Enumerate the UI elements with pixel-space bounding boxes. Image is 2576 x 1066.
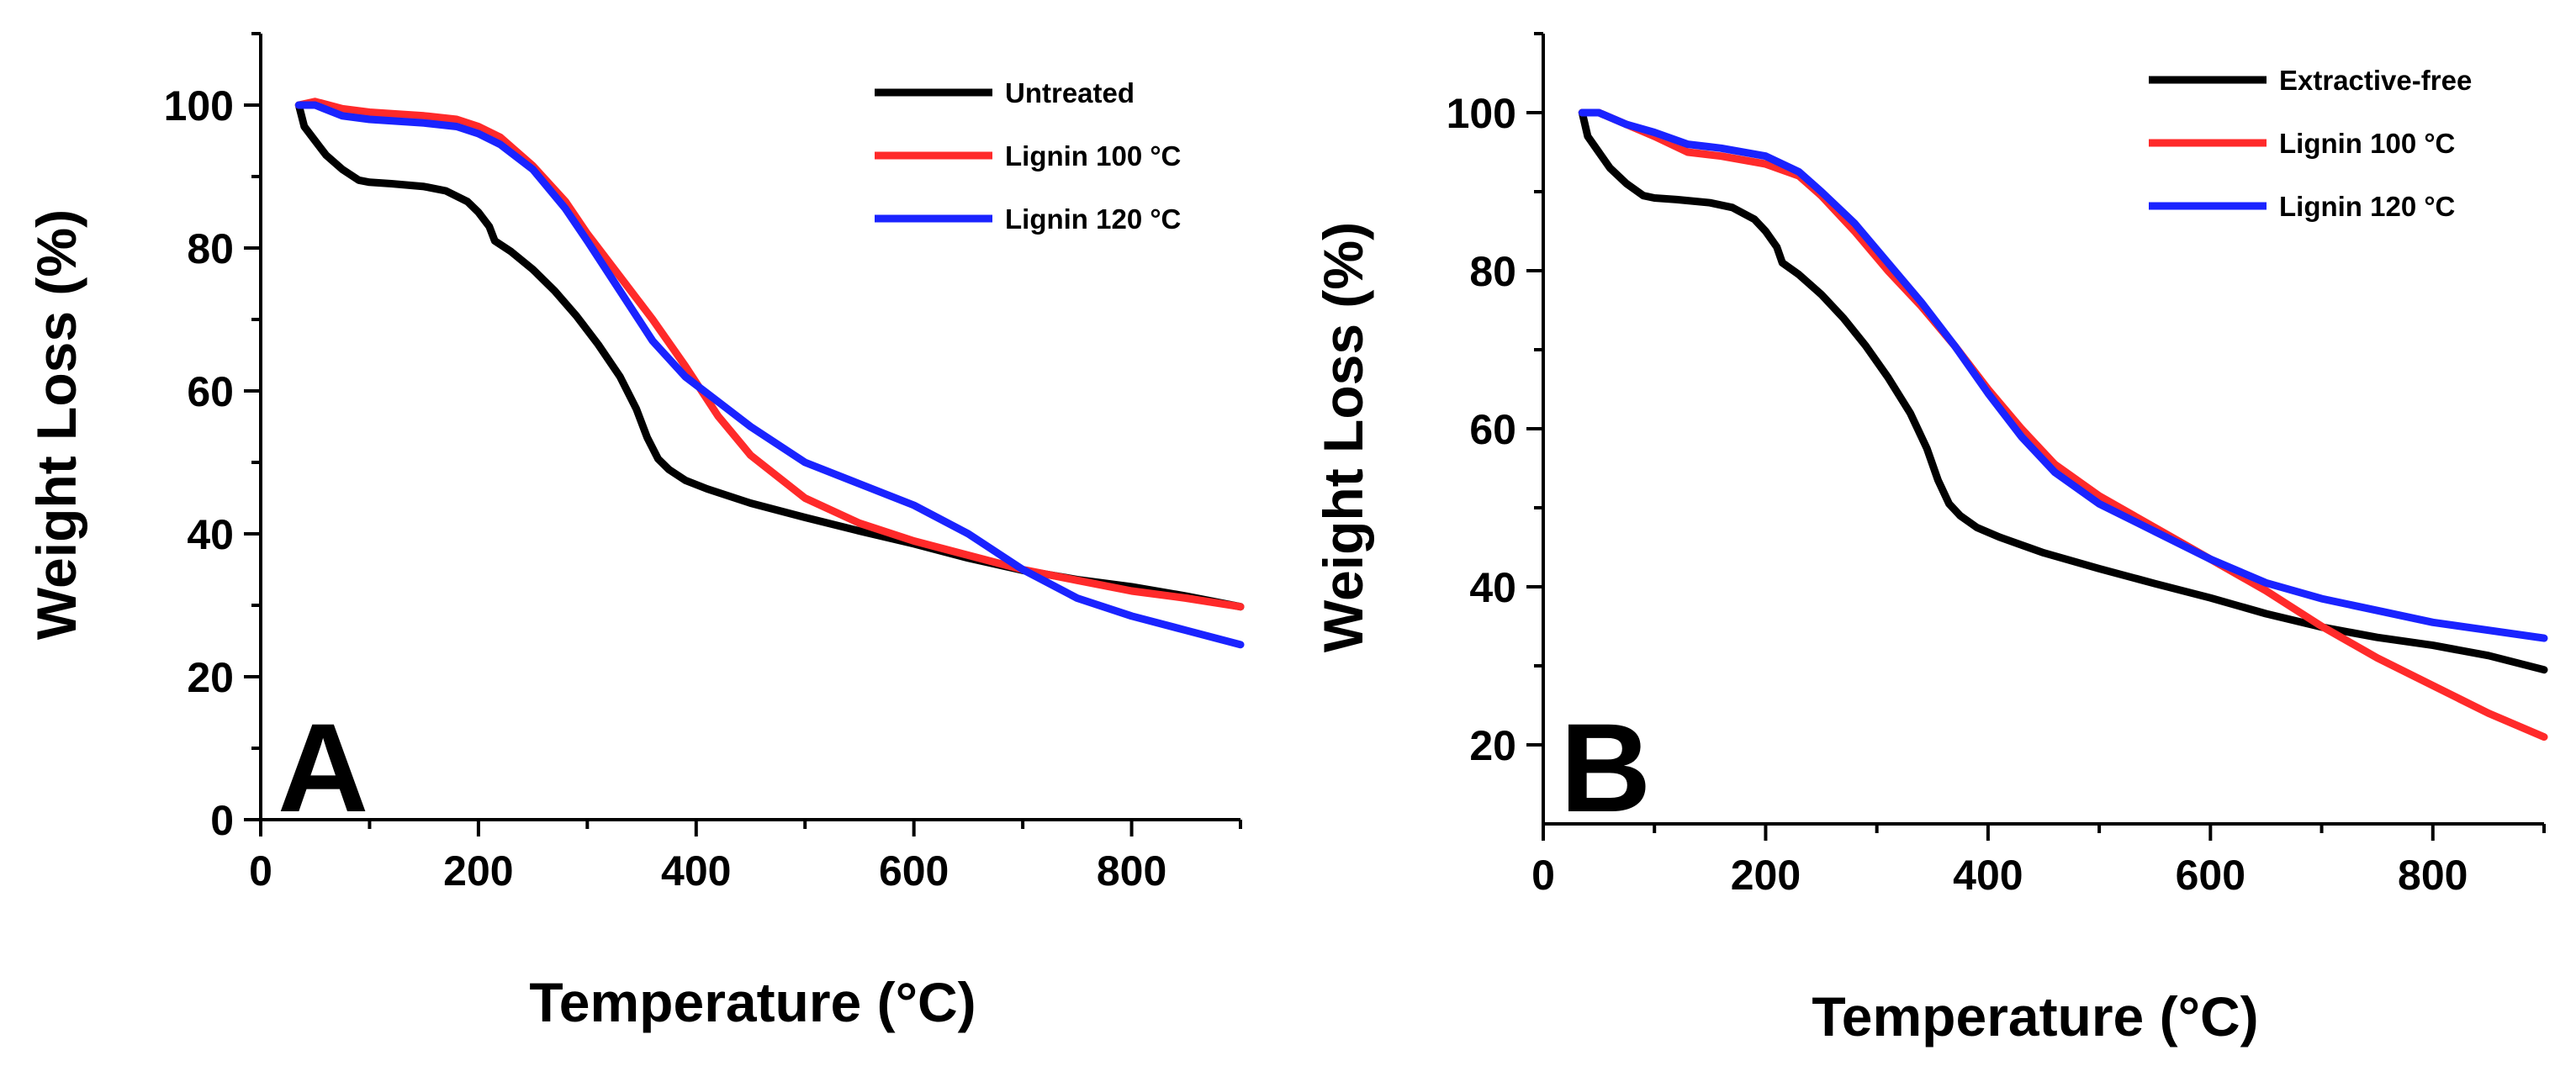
x-tick-label-b: 400: [1953, 852, 2023, 899]
legend-label-extractive-free-b: Extractive-free: [2279, 65, 2472, 96]
y-tick-label-b: 40: [1469, 564, 1516, 611]
y-tick-label-b: 80: [1469, 248, 1516, 295]
legend-a: Untreated Lignin 100 °C Lignin 120 °C: [875, 77, 1181, 235]
x-tick-label-a: 200: [443, 847, 513, 894]
legend-b: Extractive-free Lignin 100 °C Lignin 120 °…: [2149, 65, 2472, 222]
chart-panel-a: 0 200 400 600 800 0 20 40 60 80 100 Untreated Ligni…: [25, 32, 1245, 1033]
axes-b: 0 200 400 600 800 20 40 60 80 100: [1447, 32, 2546, 899]
x-tick-label-b: 800: [2398, 852, 2468, 899]
y-tick-label-a: 0: [210, 797, 234, 844]
x-axis-title-b: Temperature (°C): [1812, 985, 2258, 1048]
y-tick-label-b: 100: [1447, 90, 1516, 137]
series-line-lignin-120-c-a: [294, 101, 1245, 649]
chart-panel-b: 0 200 400 600 800 20 40 60 80 100 Extractive-free…: [1312, 32, 2548, 1048]
x-tick-label-a: 0: [249, 847, 272, 894]
x-tick-label-a: 600: [879, 847, 949, 894]
x-tick-label-b: 200: [1731, 852, 1801, 899]
panel-label-a: A: [278, 697, 368, 838]
series-b: [1578, 108, 2548, 741]
y-tick-label-a: 100: [164, 82, 234, 129]
series-line-untreated-a: [294, 101, 1245, 611]
y-tick-label-a: 60: [187, 368, 234, 415]
legend-label-lignin-120-c-a: Lignin 120 °C: [1005, 203, 1181, 235]
legend-label-lignin-120-c-b: Lignin 120 °C: [2279, 191, 2455, 222]
x-tick-label-a: 800: [1097, 847, 1166, 894]
panel-label-b: B: [1560, 697, 1651, 838]
series-line-lignin-120-c-b: [1578, 108, 2548, 642]
y-tick-label-a: 80: [187, 225, 234, 272]
axes-a: 0 200 400 600 800 0 20 40 60 80 100: [164, 32, 1242, 894]
x-axis-title-a: Temperature (°C): [529, 971, 976, 1033]
legend-label-lignin-100-c-b: Lignin 100 °C: [2279, 128, 2455, 159]
y-tick-label-a: 20: [187, 654, 234, 701]
legend-label-lignin-100-c-a: Lignin 100 °C: [1005, 140, 1181, 172]
y-tick-label-b: 20: [1469, 722, 1516, 769]
y-tick-label-a: 40: [187, 511, 234, 558]
legend-label-untreated-a: Untreated: [1005, 77, 1135, 108]
series-a: [294, 98, 1245, 649]
y-axis-title-b: Weight Loss (%): [1312, 222, 1374, 652]
y-tick-label-b: 60: [1469, 406, 1516, 453]
x-tick-label-b: 600: [2176, 852, 2245, 899]
x-tick-label-a: 400: [661, 847, 731, 894]
series-line-lignin-100-c-a: [294, 98, 1245, 611]
x-tick-label-b: 0: [1531, 852, 1555, 899]
y-axis-title-a: Weight Loss (%): [25, 209, 87, 640]
series-line-extractive-free-b: [1578, 108, 2548, 674]
